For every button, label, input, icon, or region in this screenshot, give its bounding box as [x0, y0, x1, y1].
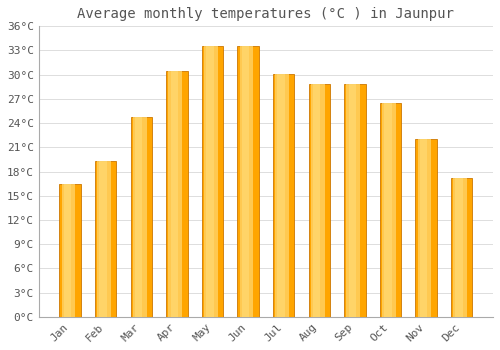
Bar [275, 74, 289, 317]
Bar [166, 71, 188, 317]
Bar [416, 139, 437, 317]
Bar [168, 71, 182, 317]
Bar [456, 178, 463, 317]
Bar [62, 184, 76, 317]
Bar [308, 84, 330, 317]
Bar [202, 47, 223, 317]
Bar [420, 139, 427, 317]
Title: Average monthly temperatures (°C ) in Jaunpur: Average monthly temperatures (°C ) in Ja… [78, 7, 454, 21]
Bar [451, 178, 472, 317]
Bar [384, 103, 392, 317]
Bar [311, 84, 324, 317]
Bar [242, 47, 249, 317]
Bar [64, 184, 71, 317]
Bar [170, 71, 178, 317]
Bar [453, 178, 467, 317]
Bar [380, 103, 401, 317]
Bar [348, 84, 356, 317]
Bar [97, 161, 111, 317]
Bar [100, 161, 107, 317]
Bar [130, 118, 152, 317]
Bar [418, 139, 432, 317]
Bar [238, 47, 259, 317]
Bar [206, 47, 214, 317]
Bar [60, 184, 81, 317]
Bar [204, 47, 218, 317]
Bar [133, 118, 146, 317]
Bar [95, 161, 116, 317]
Bar [346, 84, 360, 317]
Bar [135, 118, 142, 317]
Bar [278, 74, 285, 317]
Bar [344, 84, 366, 317]
Bar [273, 74, 294, 317]
Bar [382, 103, 396, 317]
Bar [313, 84, 320, 317]
Bar [240, 47, 254, 317]
